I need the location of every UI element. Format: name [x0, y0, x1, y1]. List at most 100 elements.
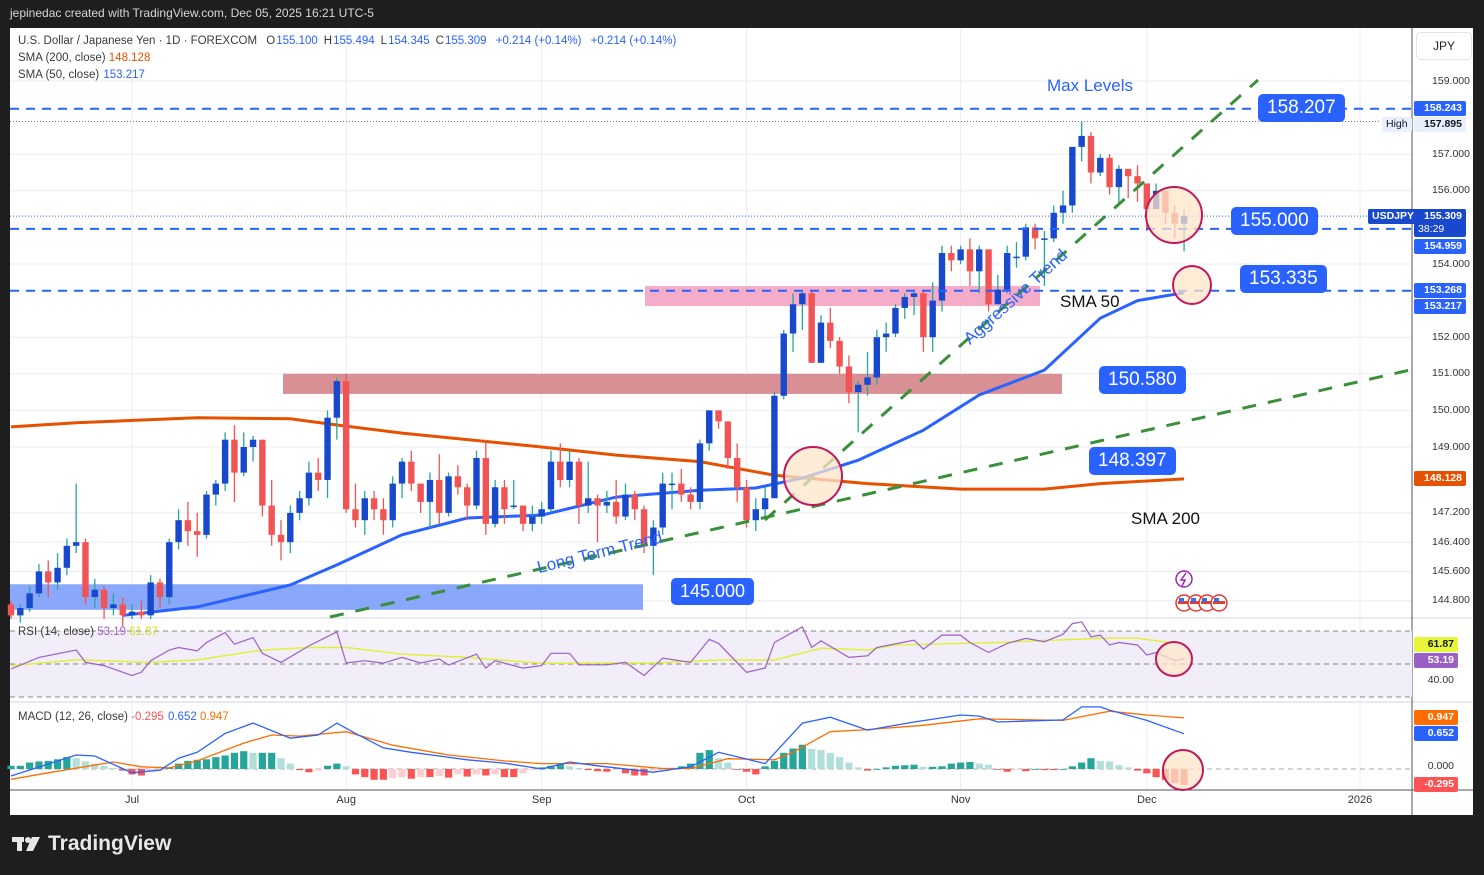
histogram-bar [873, 769, 881, 770]
candle-body [1013, 256, 1020, 259]
candle [100, 586, 108, 620]
price-tick: 151.000 [1432, 367, 1470, 380]
candle-body [63, 545, 71, 568]
candle-body [45, 571, 52, 583]
histogram-bar [863, 769, 872, 771]
histogram-bar [724, 762, 732, 769]
candle [910, 289, 918, 316]
brand-bar [0, 815, 1484, 875]
long-term-trend-line [329, 368, 1411, 619]
histogram-bar [929, 766, 937, 769]
candle-body [342, 381, 350, 510]
candle-body [26, 593, 33, 609]
histogram-bar [584, 769, 592, 771]
histogram-bar [472, 769, 481, 775]
candle-body [333, 381, 341, 418]
candle-body [585, 498, 592, 506]
histogram-bar [323, 765, 332, 769]
candle [463, 483, 471, 521]
candle-body [724, 421, 732, 458]
highlight-circle [1145, 186, 1203, 244]
candle-body [519, 505, 527, 524]
candle [147, 575, 154, 620]
histogram-bar [491, 769, 499, 775]
histogram-bar [1022, 769, 1030, 772]
histogram-bar [202, 759, 211, 769]
candle [1097, 154, 1104, 177]
candle-body [287, 512, 294, 543]
tradingview-logo-icon [12, 837, 40, 851]
candle-body [1078, 135, 1085, 147]
histogram-bar [770, 760, 779, 769]
candle-body [547, 461, 555, 510]
histogram-bar [221, 755, 229, 769]
histogram-bar [463, 769, 471, 777]
candle [389, 476, 396, 528]
candle [7, 600, 15, 620]
candle-body [957, 249, 964, 261]
candle-body [1003, 253, 1011, 290]
histogram-bar [975, 763, 983, 769]
price-tick: 150.000 [1432, 403, 1470, 416]
histogram-bar [258, 752, 266, 769]
histogram-bar [1068, 766, 1076, 769]
candle [277, 520, 285, 561]
macd-signal-value: 0.947 [199, 711, 229, 723]
candle-body [882, 333, 890, 338]
histogram-bar [826, 752, 834, 769]
level-box-153335: 153.335 [1240, 265, 1327, 293]
histogram-bar [35, 761, 43, 769]
price-tick: 152.000 [1432, 330, 1470, 343]
candle-body [398, 461, 406, 484]
macd-histogram [7, 744, 1188, 785]
candle [817, 315, 825, 363]
histogram-bar [705, 750, 713, 769]
candle-body [1031, 227, 1039, 239]
histogram-bar [435, 769, 443, 777]
rsi-tick: 40.00 [1427, 674, 1454, 686]
histogram-bar [296, 769, 304, 771]
candle [398, 457, 406, 499]
time-tick: Dec [1137, 794, 1157, 806]
candle-body [985, 249, 992, 305]
candle-body [1115, 168, 1123, 188]
candle [324, 410, 331, 499]
histogram-bar [556, 763, 564, 769]
histogram-bar [417, 769, 425, 778]
price-tick: 144.800 [1432, 594, 1470, 607]
flag-stripe [1201, 601, 1213, 604]
rsi-legend: RSI (14, close) 53.19 61.87 [18, 626, 158, 638]
candle [1134, 165, 1141, 202]
histogram-bar [370, 769, 378, 780]
histogram-bar [482, 769, 490, 776]
candle [119, 597, 126, 627]
candle [1069, 146, 1076, 213]
candle [194, 512, 201, 557]
rsi-label: RSI (14, close) [18, 626, 95, 638]
histogram-bar [1105, 761, 1114, 769]
histogram-bar [305, 769, 313, 773]
candle [454, 465, 462, 495]
currency-button[interactable]: JPY [1416, 32, 1472, 60]
candle [501, 479, 508, 524]
candle [836, 337, 843, 374]
candle [1031, 223, 1039, 250]
candle-body [110, 604, 117, 609]
histogram-bar [1040, 769, 1049, 771]
candle [594, 494, 601, 543]
time-tick: Sep [531, 794, 552, 806]
candle [948, 245, 955, 272]
candle [1115, 165, 1123, 206]
candle-body [761, 498, 769, 510]
candle [287, 505, 294, 554]
change-value-2: +0.214 (+0.14%) [590, 35, 677, 47]
candle [519, 505, 527, 532]
candle [612, 479, 620, 524]
candle-body [212, 483, 220, 495]
sma200-legend: SMA (200, close) 148.128 [18, 52, 150, 64]
candle [473, 450, 480, 510]
lightning-icon [1179, 572, 1187, 587]
candle-body [35, 571, 43, 594]
candle [510, 479, 517, 510]
